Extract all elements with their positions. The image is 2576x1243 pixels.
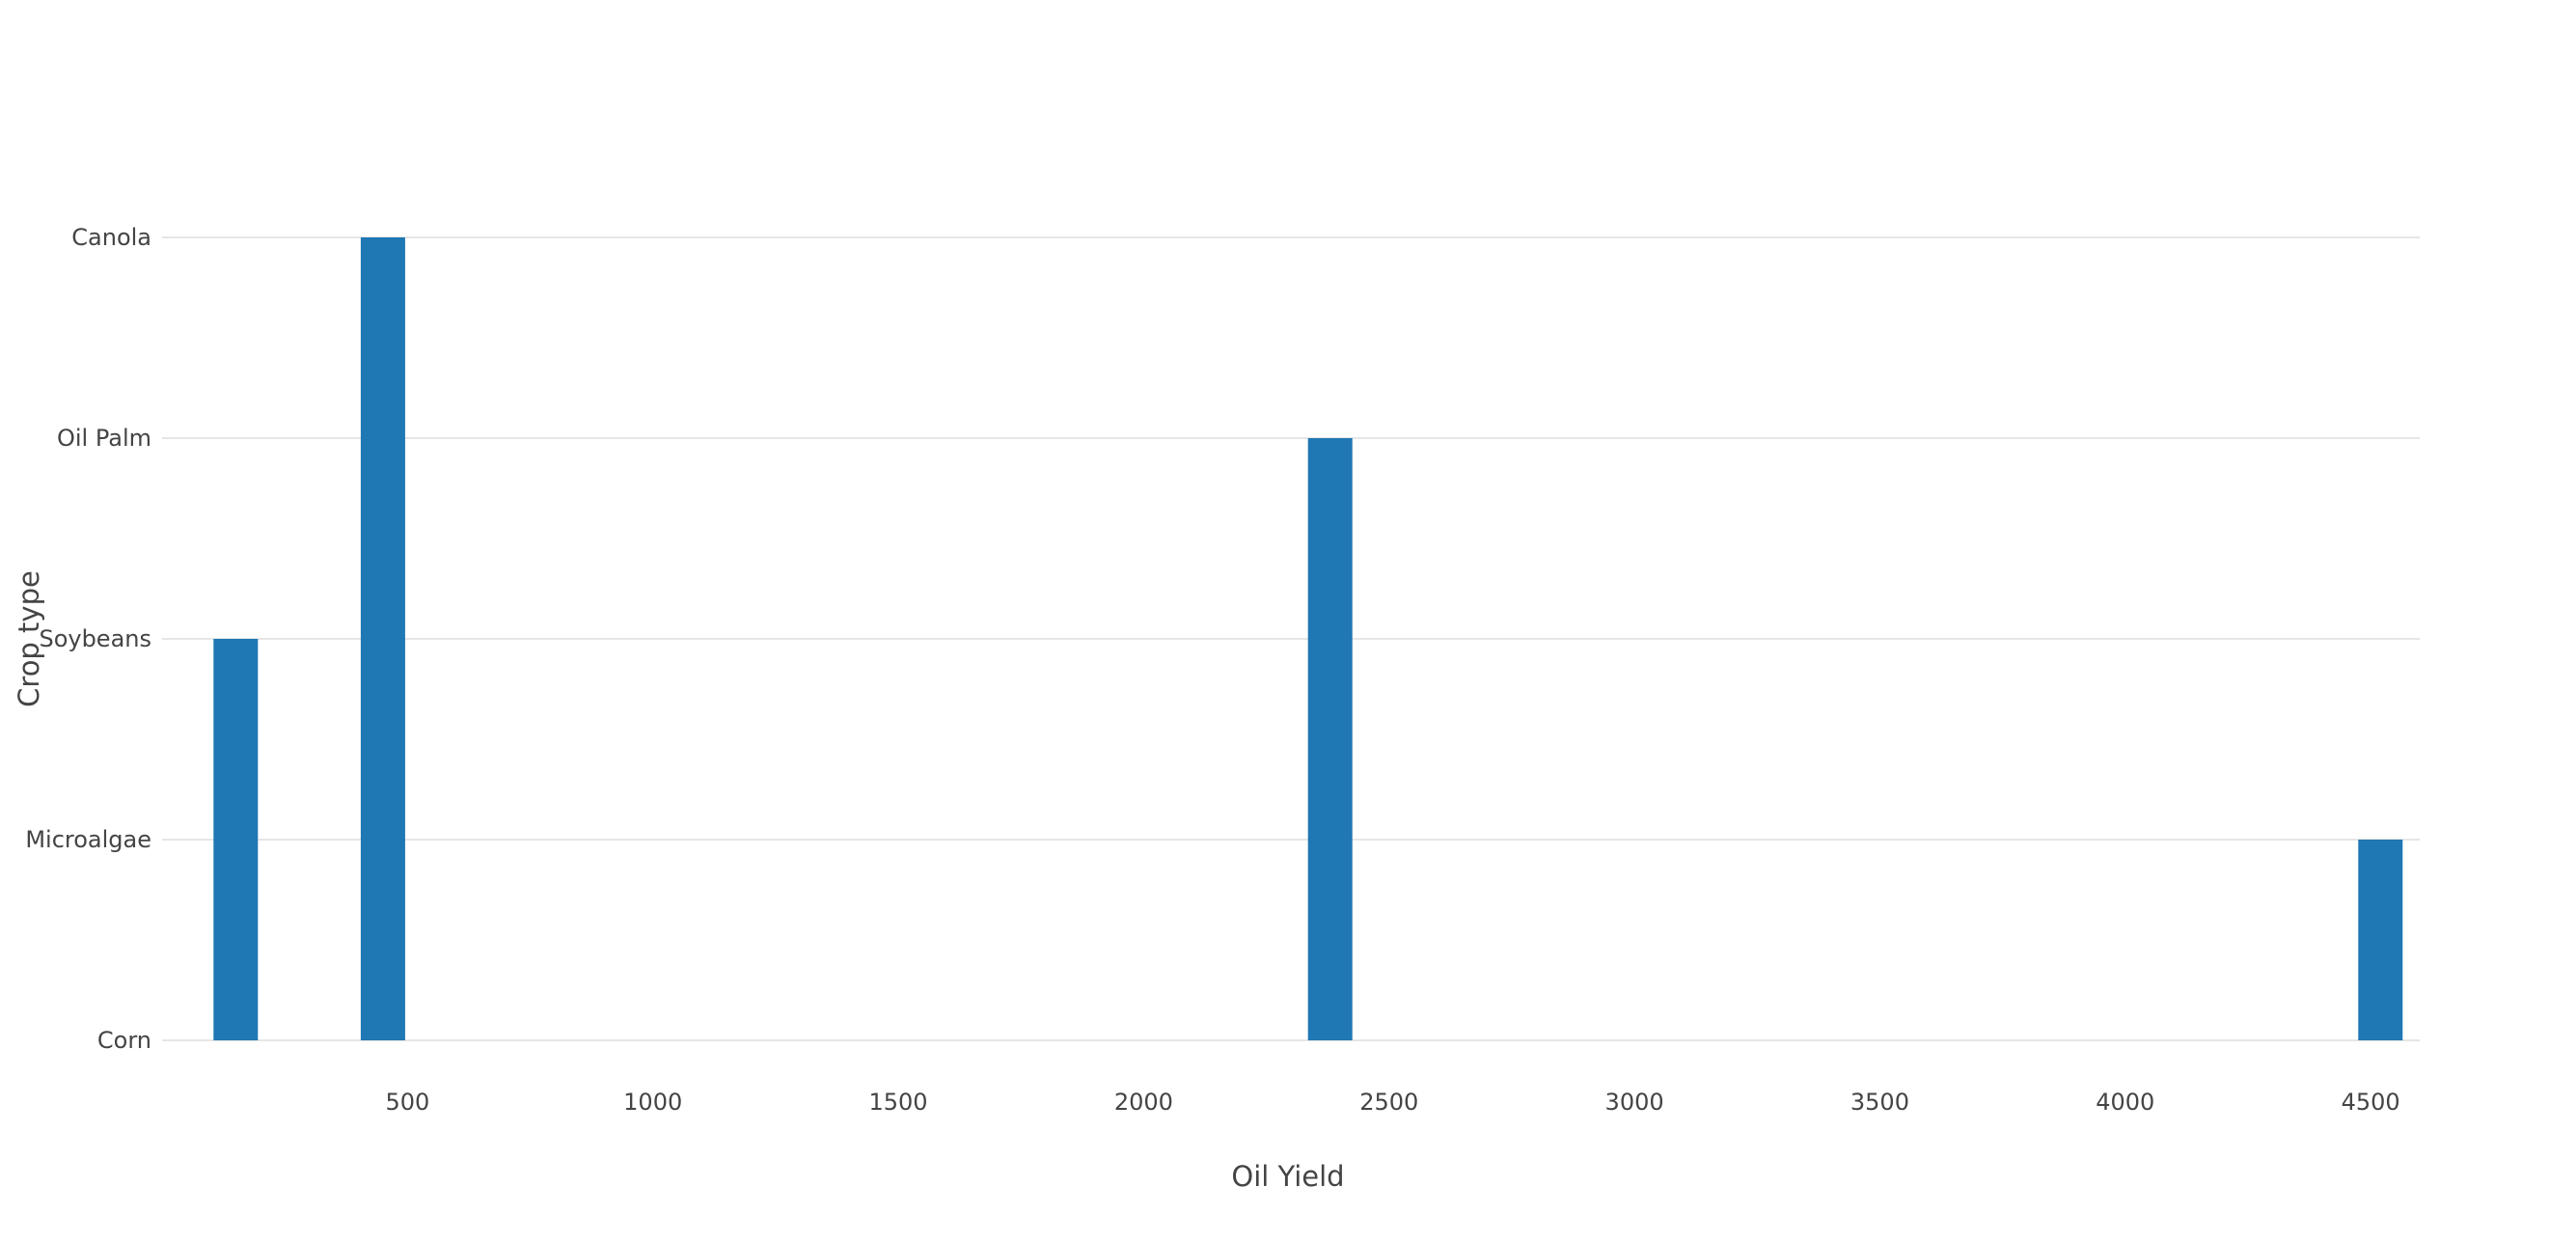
bar-soybeans[interactable] [213,639,259,1040]
y-tick-label: Corn [97,1027,151,1054]
bar-microalgae[interactable] [2358,840,2403,1040]
x-tick-labels: 500 1000 1500 2000 2500 3000 3500 4000 4500 [385,1089,2399,1116]
x-tick-label: 2000 [1114,1089,1173,1116]
x-tick-label: 500 [385,1089,429,1116]
gridlines [162,236,2420,1041]
x-axis-title: Oil Yield [1231,1160,1344,1193]
x-tick-label: 4500 [2342,1089,2400,1116]
y-tick-labels: Corn Microalgae Soybeans Oil Palm Canola [25,224,151,1054]
x-tick-label: 3500 [1850,1089,1909,1116]
x-tick-label: 1000 [623,1089,682,1116]
bars [213,237,2403,1040]
x-tick-label: 1500 [869,1089,928,1116]
y-tick-label: Microalgae [25,826,151,853]
y-tick-label: Oil Palm [57,425,151,452]
y-tick-label: Soybeans [39,625,151,652]
bar-canola[interactable] [360,237,405,1040]
bar-oil-palm[interactable] [1307,438,1353,1040]
x-tick-label: 4000 [2096,1089,2154,1116]
x-tick-label: 2500 [1359,1089,1418,1116]
y-axis-title: Crop type [13,570,45,707]
x-tick-label: 3000 [1605,1089,1664,1116]
y-tick-label: Canola [71,224,151,251]
